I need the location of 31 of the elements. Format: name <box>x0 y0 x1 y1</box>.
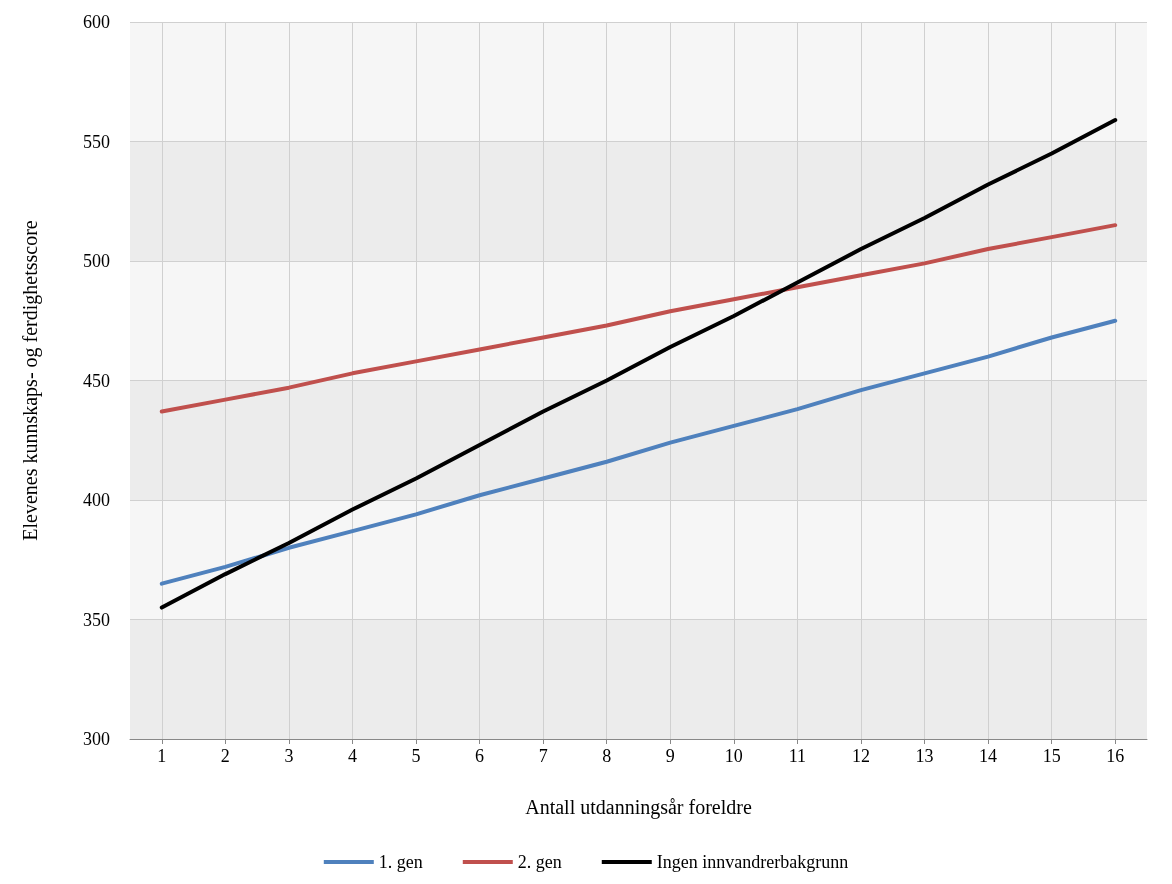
y-tick-label: 450 <box>83 370 110 391</box>
x-tick-label: 4 <box>347 746 357 766</box>
x-tick-label: 10 <box>724 746 743 766</box>
x-tick-label: 12 <box>851 746 870 766</box>
x-tick-label: 11 <box>788 746 807 766</box>
legend-label: Ingen innvandrerbakgrunn <box>656 852 849 872</box>
y-axis-title: Elevenes kunnskaps- og ferdighetsscore <box>19 220 42 541</box>
line-series <box>159 117 1118 610</box>
y-tick-label: 550 <box>83 131 110 152</box>
x-tick-label: 15 <box>1042 746 1061 766</box>
line-series <box>159 318 1118 586</box>
legend-label: 1. gen <box>378 852 423 872</box>
y-tick-label: 500 <box>83 251 110 271</box>
line-series <box>159 223 1118 414</box>
x-tick-label: 6 <box>475 746 485 766</box>
x-tick-label: 5 <box>411 746 421 766</box>
x-tick-label: 3 <box>284 746 294 766</box>
y-tick-label: 400 <box>83 490 110 510</box>
y-tick-label: 350 <box>83 609 110 630</box>
x-axis-title: Antall utdanningsår foreldre <box>525 796 752 819</box>
x-tick-label: 1 <box>157 746 167 766</box>
x-tick-label: 16 <box>1106 746 1125 766</box>
x-tick-label: 8 <box>602 746 612 766</box>
x-tick-label: 13 <box>915 746 934 766</box>
legend-label: 2. gen <box>517 852 562 872</box>
x-tick-label: 2 <box>220 746 230 766</box>
x-tick-label: 7 <box>538 746 548 766</box>
y-tick-label: 600 <box>83 12 110 32</box>
y-tick-label: 300 <box>83 729 110 749</box>
x-tick-label: 14 <box>979 746 998 766</box>
x-tick-label: 9 <box>665 746 675 766</box>
